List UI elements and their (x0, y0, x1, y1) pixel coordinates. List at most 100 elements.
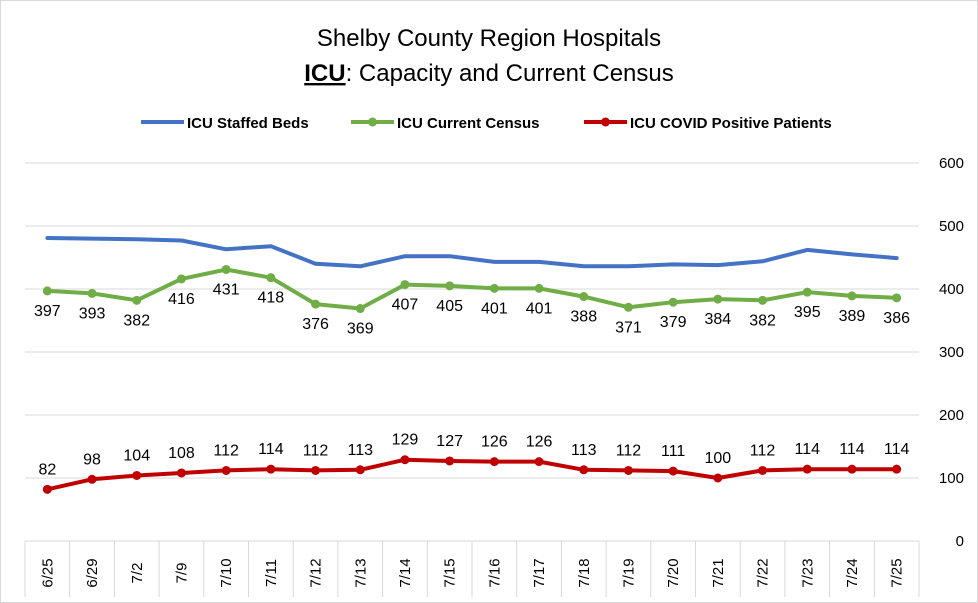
data-point-icu-current-census (400, 280, 410, 290)
data-point-icu-covid-positive-patients (489, 457, 499, 467)
data-labels: 397 393 382 416 431 418 376 369 407 405 401 401 388 3… (34, 281, 910, 478)
legend-label-current-census: ICU Current Census (397, 115, 540, 132)
x-tick-label: 7/18 (576, 558, 593, 587)
y-tick-label: 600 (939, 155, 964, 172)
x-tick-label: 7/17 (531, 558, 548, 587)
series-lines (42, 236, 902, 494)
data-point-icu-current-census (713, 294, 723, 304)
data-label-icu-covid-positive-patients: 126 (526, 434, 553, 451)
x-tick-label: 6/25 (39, 558, 56, 587)
legend-item-current-census: ICU Current Census (351, 115, 540, 132)
x-tick-label: 7/25 (889, 558, 906, 587)
x-tick-label: 7/21 (710, 558, 727, 587)
data-label-icu-current-census: 371 (615, 319, 642, 336)
data-point-icu-covid-positive-patients (623, 465, 633, 475)
data-label-icu-covid-positive-patients: 113 (347, 442, 373, 459)
x-tick-label: 7/2 (129, 563, 146, 584)
data-label-icu-covid-positive-patients: 112 (616, 442, 642, 459)
data-label-icu-current-census: 393 (79, 305, 106, 322)
data-point-icu-covid-positive-patients (892, 464, 902, 474)
data-point-icu-current-census (221, 264, 231, 274)
y-tick-label: 200 (939, 407, 964, 424)
data-point-icu-current-census (579, 292, 589, 302)
x-tick-label: 7/12 (308, 558, 325, 587)
data-label-icu-covid-positive-patients: 129 (392, 432, 419, 449)
data-label-icu-covid-positive-patients: 111 (661, 443, 685, 460)
data-label-icu-covid-positive-patients: 112 (213, 442, 239, 459)
data-point-icu-current-census (176, 274, 186, 284)
data-point-icu-current-census (668, 297, 678, 307)
data-point-icu-current-census (445, 281, 455, 291)
x-tick-label: 7/14 (397, 558, 414, 587)
data-point-icu-covid-positive-patients (713, 473, 723, 483)
data-label-icu-current-census: 389 (839, 308, 866, 325)
data-point-icu-current-census (87, 288, 97, 298)
legend-label-staffed-beds: ICU Staffed Beds (187, 115, 309, 132)
data-point-icu-current-census (758, 295, 768, 305)
x-tick-label: 7/9 (173, 563, 190, 584)
data-point-icu-current-census (847, 291, 857, 301)
data-label-icu-current-census: 416 (168, 291, 195, 308)
legend-marker-current-census (368, 117, 377, 127)
data-label-icu-current-census: 382 (123, 312, 150, 329)
data-label-icu-covid-positive-patients: 126 (481, 434, 508, 451)
data-label-icu-current-census: 376 (302, 316, 329, 333)
y-tick-label: 400 (939, 281, 964, 298)
data-point-icu-covid-positive-patients (400, 455, 410, 465)
x-tick-label: 6/29 (84, 558, 101, 587)
y-axis: 0 100 200 300 400 500 600 (939, 155, 964, 550)
data-label-icu-current-census: 431 (213, 281, 240, 298)
data-label-icu-covid-positive-patients: 113 (571, 442, 597, 459)
chart-subtitle-emphasis: ICU (304, 60, 345, 87)
data-label-icu-covid-positive-patients: 100 (704, 450, 731, 467)
data-label-icu-current-census: 384 (704, 311, 731, 328)
data-label-icu-covid-positive-patients: 114 (839, 441, 865, 458)
x-tick-label: 7/15 (442, 558, 459, 587)
data-point-icu-covid-positive-patients (311, 465, 321, 475)
data-point-icu-covid-positive-patients (579, 465, 589, 475)
data-label-icu-covid-positive-patients: 104 (123, 447, 150, 464)
x-tick-label: 7/11 (263, 559, 280, 587)
y-tick-label: 0 (956, 533, 964, 550)
data-label-icu-covid-positive-patients: 114 (794, 441, 820, 458)
legend-item-staffed-beds: ICU Staffed Beds (141, 115, 309, 132)
data-label-icu-covid-positive-patients: 98 (83, 451, 101, 468)
gridlines (25, 162, 919, 542)
data-label-icu-covid-positive-patients: 127 (436, 433, 463, 450)
data-label-icu-current-census: 418 (257, 290, 284, 307)
data-label-icu-current-census: 369 (347, 321, 374, 338)
chart-title: Shelby County Region Hospitals (317, 25, 661, 52)
x-tick-label: 7/24 (844, 558, 861, 587)
data-label-icu-covid-positive-patients: 108 (168, 445, 195, 462)
x-tick-label: 7/22 (755, 558, 772, 587)
data-point-icu-current-census (311, 299, 321, 309)
data-point-icu-current-census (42, 286, 52, 296)
chart-subtitle: ICU: Capacity and Current Census (304, 60, 674, 87)
data-point-icu-covid-positive-patients (221, 465, 231, 475)
series-line-icu-current-census (45, 267, 899, 311)
series-line-icu-covid-positive-patients (45, 457, 899, 492)
x-axis: 6/25 6/29 7/2 7/9 7/10 7/11 7/12 7/13 7/14 7/15 7/… (24, 541, 920, 597)
data-label-icu-current-census: 405 (436, 298, 463, 315)
data-point-icu-covid-positive-patients (42, 484, 52, 494)
data-label-icu-covid-positive-patients: 114 (258, 441, 284, 458)
y-tick-label: 100 (939, 470, 964, 487)
legend-item-covid-positive: ICU COVID Positive Patients (584, 115, 832, 132)
legend-marker-covid-positive (601, 117, 610, 127)
data-point-icu-covid-positive-patients (668, 466, 678, 476)
y-tick-label: 500 (939, 218, 964, 235)
data-point-icu-current-census (489, 283, 499, 293)
data-point-icu-current-census (892, 293, 902, 303)
data-point-icu-covid-positive-patients (847, 464, 857, 474)
data-point-icu-current-census (802, 287, 812, 297)
data-point-icu-covid-positive-patients (445, 456, 455, 466)
data-label-icu-current-census: 407 (392, 297, 419, 314)
data-label-icu-covid-positive-patients: 112 (750, 442, 776, 459)
chart-subtitle-rest: : Capacity and Current Census (346, 60, 674, 87)
y-tick-label: 300 (939, 344, 964, 361)
chart-legend: ICU Staffed Beds ICU Current Census ICU … (141, 115, 832, 132)
x-tick-label: 7/19 (620, 558, 637, 587)
data-label-icu-covid-positive-patients: 82 (38, 461, 56, 478)
data-label-icu-covid-positive-patients: 112 (303, 442, 329, 459)
